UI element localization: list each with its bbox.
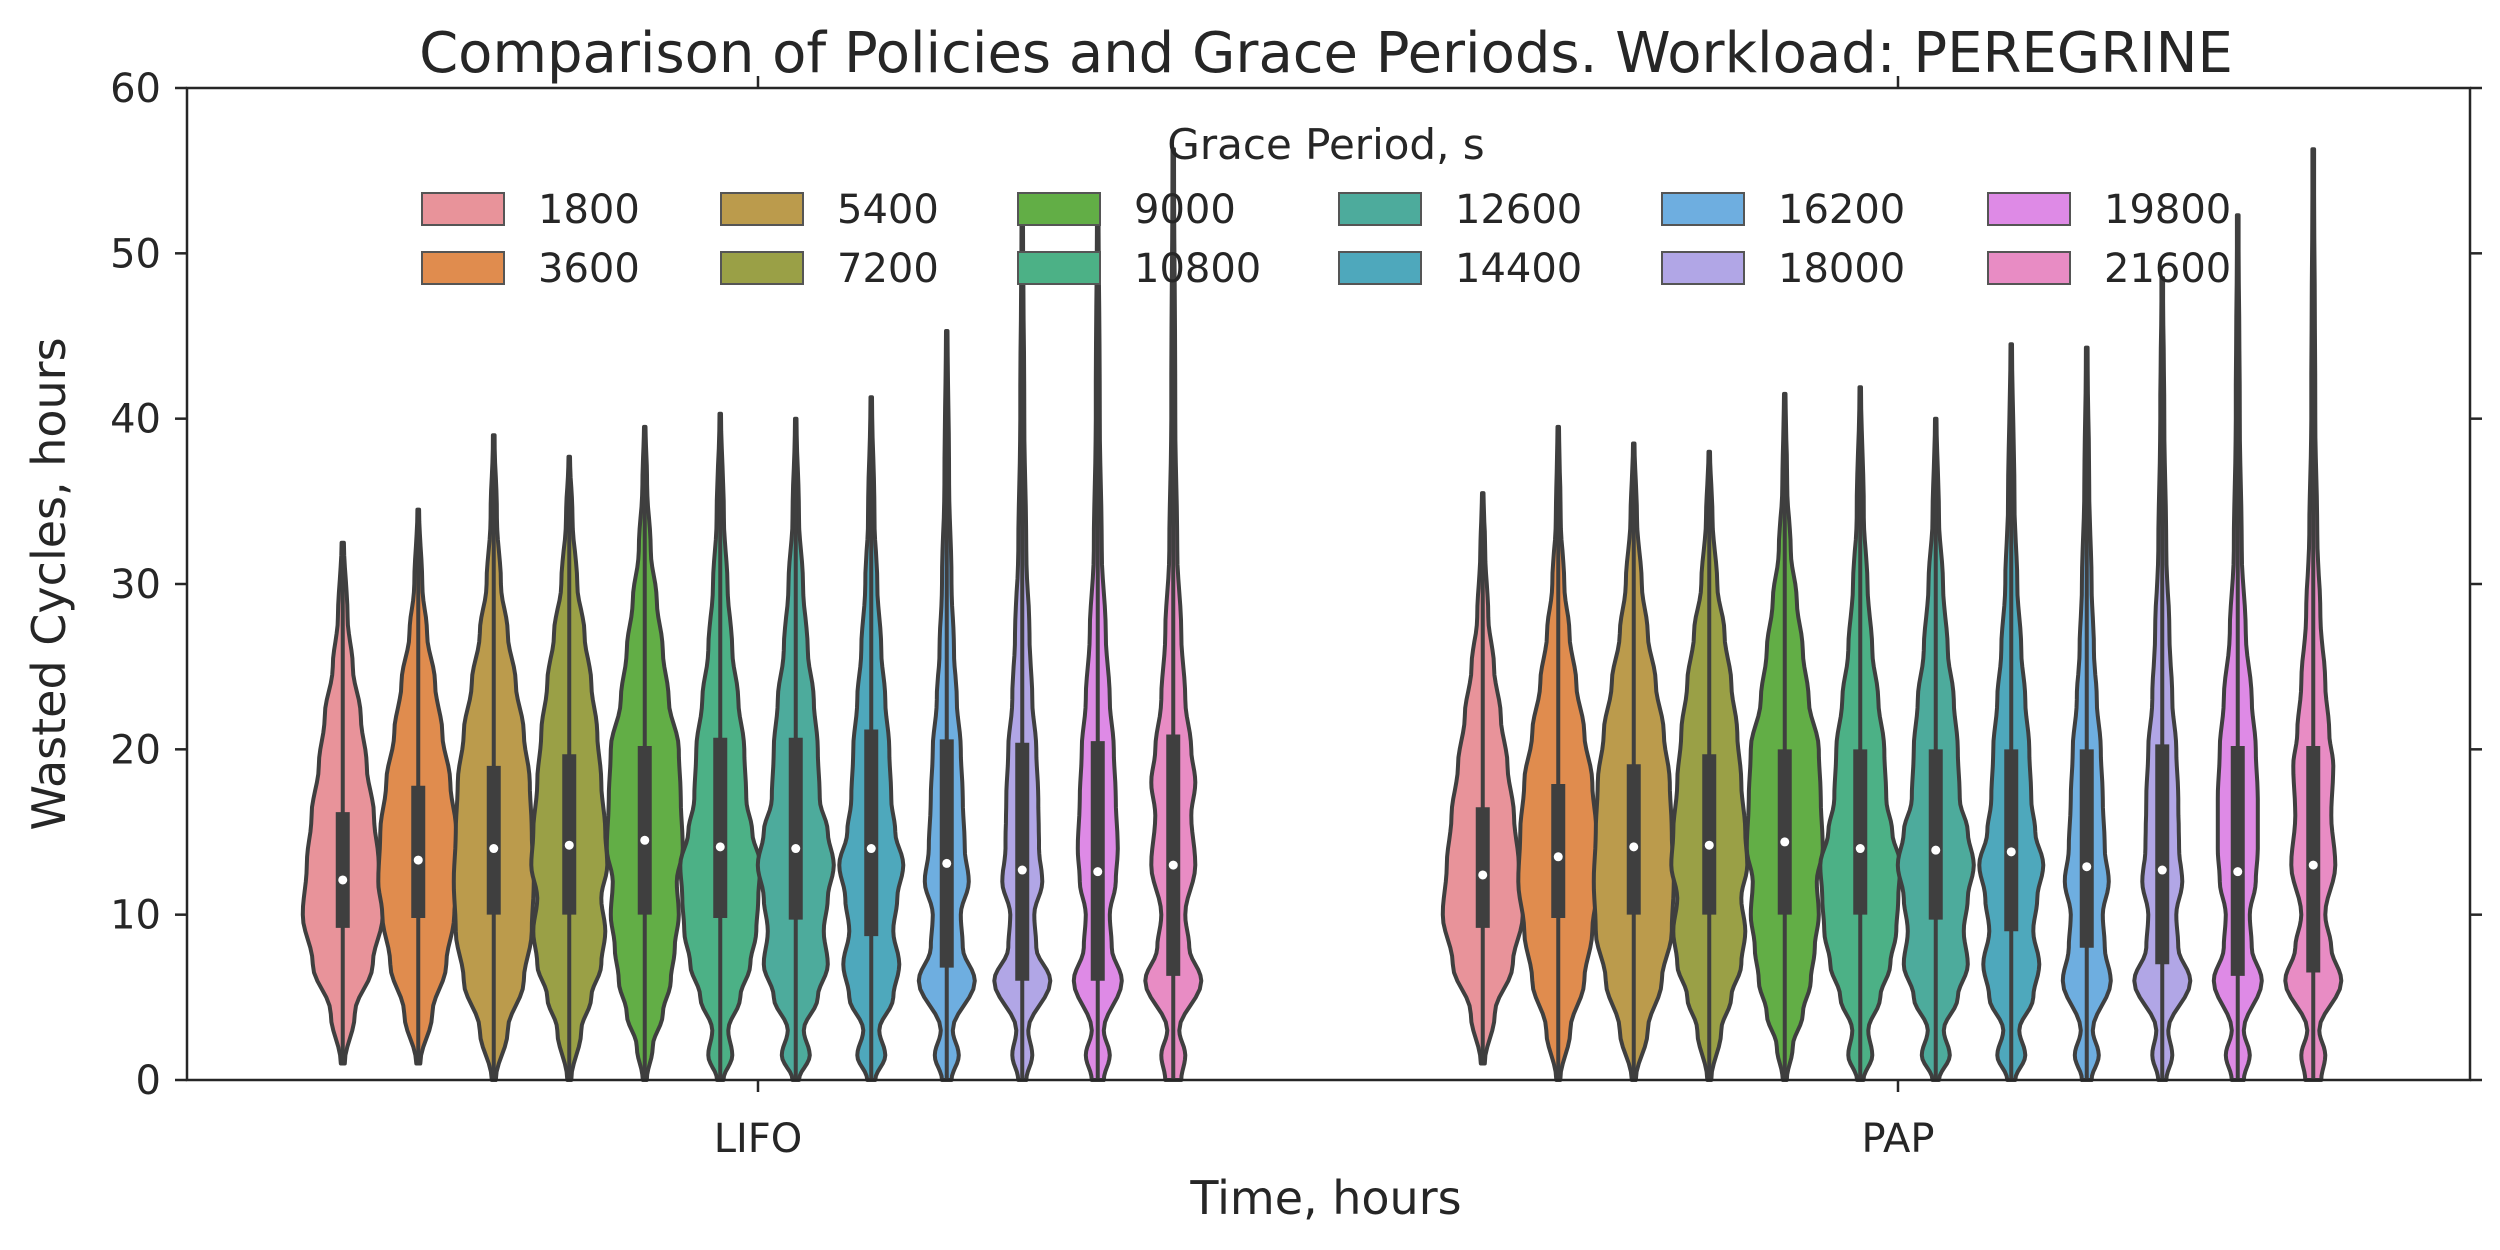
legend-swatch [1017, 251, 1101, 285]
legend-swatch [720, 192, 804, 226]
violin-median [2006, 847, 2016, 857]
legend-swatch [421, 251, 505, 285]
violin-median [942, 858, 952, 868]
violin-median [413, 855, 423, 865]
legend-label: 7200 [837, 246, 939, 292]
legend-label: 14400 [1455, 246, 1582, 292]
y-tick-label: 40 [110, 397, 161, 443]
x-axis-label: Time, hours [1189, 1171, 1461, 1225]
y-tick-label: 10 [110, 893, 161, 939]
legend-swatch [1661, 251, 1745, 285]
legend-swatch [1987, 251, 2071, 285]
y-tick-label: 30 [110, 562, 161, 608]
legend-label: 9000 [1134, 187, 1236, 233]
violin-median [791, 844, 801, 854]
legend-label: 18000 [1778, 246, 1905, 292]
y-tick-label: 20 [110, 727, 161, 773]
violin-median [640, 835, 650, 845]
legend-swatch [1338, 251, 1422, 285]
legend-swatch [1987, 192, 2071, 226]
legend-label: 21600 [2104, 246, 2231, 292]
violin-median [715, 842, 725, 852]
violin-median [2233, 867, 2243, 877]
violin-median [1168, 860, 1178, 870]
y-tick-label: 60 [110, 66, 161, 112]
violin-median [1780, 837, 1790, 847]
legend-swatch [1338, 192, 1422, 226]
legend-title: Grace Period, s [1167, 120, 1484, 169]
violin-median [2157, 865, 2167, 875]
legend-swatch [720, 251, 804, 285]
violin-median [2308, 860, 2318, 870]
violin-median [1553, 852, 1563, 862]
chart-title: Comparison of Policies and Grace Periods… [419, 21, 2233, 86]
violin-median [564, 840, 574, 850]
violin-median [338, 875, 348, 885]
x-tick-label: LIFO [714, 1116, 803, 1162]
legend-label: 1800 [538, 187, 640, 233]
violin-median [1093, 867, 1103, 877]
y-axis: 0 10 20 30 40 50 60 [110, 66, 2482, 1104]
violin-median [1855, 844, 1865, 854]
violin-median [2082, 862, 2092, 872]
legend-swatch [1661, 192, 1745, 226]
legend-label: 19800 [2104, 187, 2231, 233]
violin-median [866, 844, 876, 854]
legend-label: 3600 [538, 246, 640, 292]
violin-median [1931, 845, 1941, 855]
violin-median [1478, 870, 1488, 880]
legend-swatch [421, 192, 505, 226]
legend: Grace Period, s 1800 3600 5400 7200 9000 1080… [421, 120, 2231, 292]
violin-median [1704, 840, 1714, 850]
y-tick-label: 0 [136, 1058, 161, 1104]
legend-swatch [1017, 192, 1101, 226]
y-tick-label: 50 [110, 231, 161, 277]
legend-label: 16200 [1778, 187, 1905, 233]
y-axis-label: Wasted Cycles, hours [22, 337, 76, 830]
violin-median [489, 844, 499, 854]
legend-label: 12600 [1455, 187, 1582, 233]
legend-label: 10800 [1134, 246, 1261, 292]
violin-median [1017, 865, 1027, 875]
violins-layer [300, 147, 2344, 1082]
legend-label: 5400 [837, 187, 939, 233]
x-axis: LIFO PAP [714, 76, 1935, 1162]
violin-median [1629, 842, 1639, 852]
x-tick-label: PAP [1861, 1116, 1934, 1162]
